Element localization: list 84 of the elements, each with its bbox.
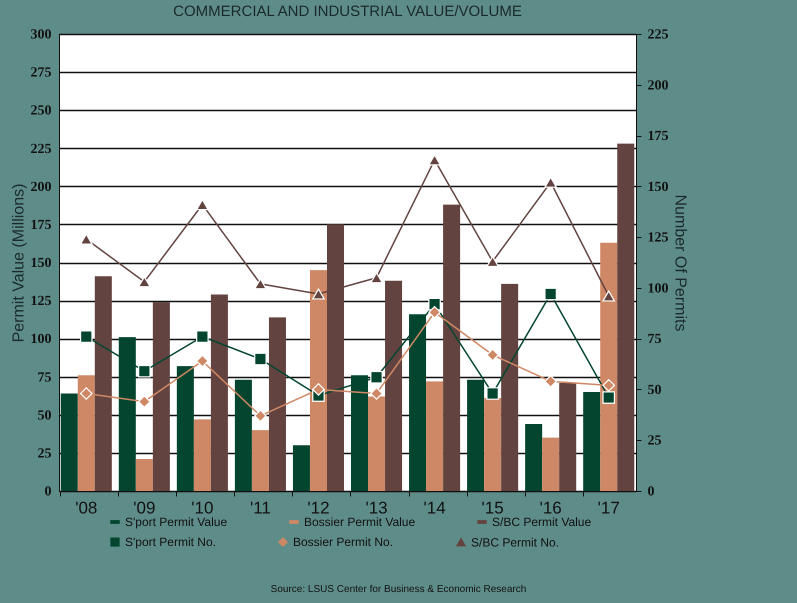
legend-label: Bossier Permit Value <box>304 515 416 529</box>
y-tick-label: 125 <box>30 294 52 310</box>
bar <box>234 380 252 491</box>
y-tick-label: 0 <box>44 484 52 500</box>
point <box>80 234 93 245</box>
point <box>254 352 267 366</box>
x-tick-label: '11 <box>250 498 271 518</box>
point <box>370 387 383 400</box>
point <box>428 306 441 319</box>
bar <box>194 419 211 491</box>
y-tick-label: 150 <box>30 256 52 271</box>
x-tick-label: '15 <box>482 498 504 518</box>
point <box>486 387 499 400</box>
point <box>486 348 499 362</box>
legend-label: S'port Permit Value <box>125 515 228 529</box>
legend-label: S/BC Permit No. <box>471 535 560 550</box>
y2-tick-label: 100 <box>648 281 668 296</box>
point <box>602 290 616 302</box>
point <box>312 288 325 300</box>
bar <box>559 382 576 491</box>
source-note: Source: LSUS Center for Business & Economic Research <box>270 584 528 595</box>
bar <box>94 276 112 491</box>
x-tick-label: '16 <box>540 498 562 518</box>
y2-tick-label: 50 <box>648 382 662 398</box>
bar <box>501 284 518 491</box>
y-tick-label: 175 <box>30 218 52 233</box>
x-tick-label: '09 <box>133 498 156 518</box>
y2-tick-label: 0 <box>648 484 654 500</box>
bar <box>210 294 228 491</box>
bar <box>136 459 153 491</box>
bar <box>583 392 600 491</box>
y-tick-label: 225 <box>30 142 52 157</box>
point <box>370 272 383 284</box>
point <box>312 383 325 396</box>
y2-tick-label: 225 <box>648 28 668 42</box>
y-axis-title: Permit Value (Millions) <box>10 184 28 342</box>
point <box>544 375 557 388</box>
point <box>254 410 267 422</box>
y2-axis-title: Number Of Permits <box>672 194 688 332</box>
y2-tick-label: 150 <box>648 180 668 195</box>
x-tick-label: '14 <box>423 498 446 518</box>
y-tick-label: 100 <box>30 332 52 348</box>
legend-label: S'port Permit No. <box>125 535 216 550</box>
y-tick-label: 50 <box>38 408 52 424</box>
x-tick-label: '13 <box>365 498 388 518</box>
y-tick-label: 200 <box>30 180 52 195</box>
point <box>80 387 93 400</box>
bar <box>292 445 310 491</box>
y2-tick-label: 200 <box>648 78 668 94</box>
y2-tick-label: 25 <box>648 434 662 449</box>
point <box>138 364 151 378</box>
x-tick-label: '12 <box>307 498 330 518</box>
point <box>602 379 616 392</box>
bar <box>542 438 560 491</box>
legend-label: Bossier Permit No. <box>293 535 394 550</box>
x-tick-label: '08 <box>75 498 98 518</box>
point <box>138 395 151 408</box>
point <box>196 354 209 368</box>
y2-tick-label: 125 <box>648 230 668 246</box>
point <box>196 330 209 343</box>
chart-title: COMMERCIAL AND INDUSTRIAL VALUE/VOLUME <box>173 3 522 20</box>
bar <box>252 430 269 491</box>
point <box>544 288 557 300</box>
x-tick-label: '10 <box>191 498 214 518</box>
bar <box>176 366 194 491</box>
bar <box>385 280 402 491</box>
y2-tick-label: 175 <box>648 129 668 144</box>
y-tick-label: 275 <box>30 66 52 81</box>
bar <box>426 381 444 491</box>
x-tick-label: '17 <box>598 498 620 518</box>
legend-label: S/BC Permit Value <box>492 515 592 529</box>
point <box>80 330 93 343</box>
y2-tick-label: 75 <box>648 332 662 348</box>
point <box>602 391 616 404</box>
bar <box>525 424 542 491</box>
point <box>370 370 383 384</box>
bar <box>268 317 286 491</box>
bar <box>60 394 78 491</box>
y-tick-label: 25 <box>38 446 52 462</box>
bar <box>152 302 170 491</box>
bar <box>484 398 502 491</box>
y-tick-label: 250 <box>30 104 52 119</box>
y-tick-label: 75 <box>38 370 52 386</box>
y-tick-label: 300 <box>30 28 52 42</box>
